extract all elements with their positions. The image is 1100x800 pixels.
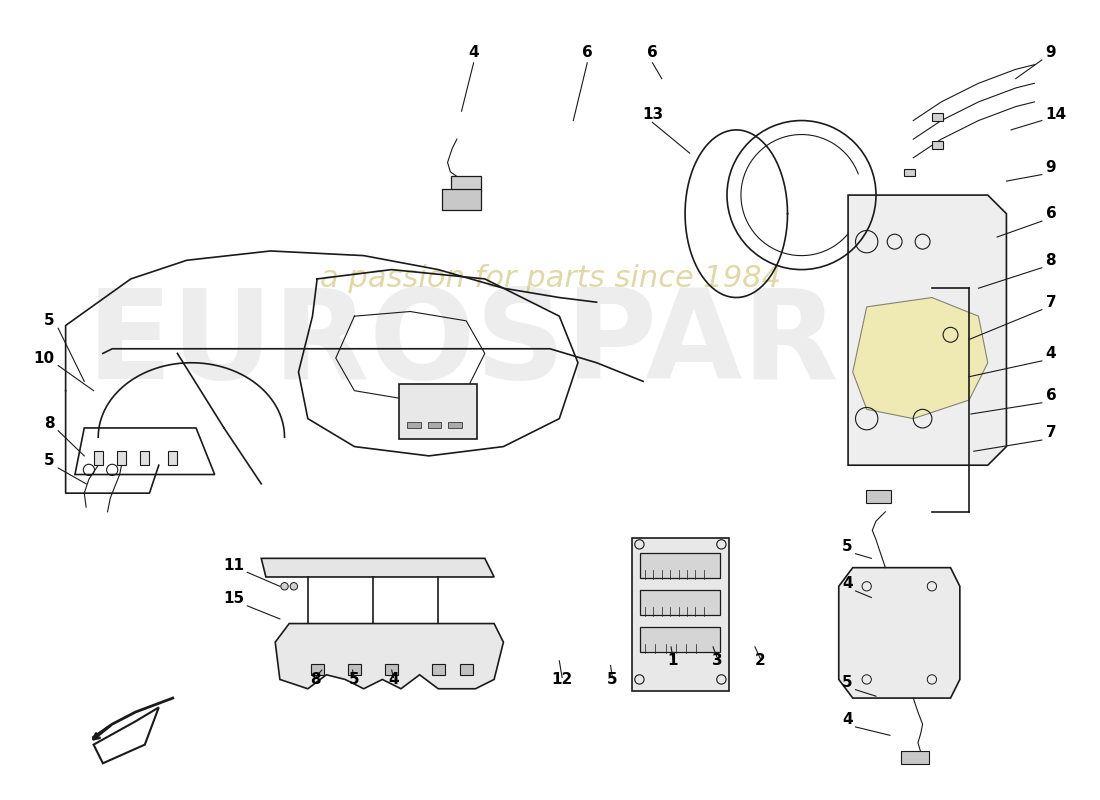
Text: 13: 13 <box>642 106 663 122</box>
FancyBboxPatch shape <box>428 422 441 428</box>
Polygon shape <box>275 623 504 689</box>
FancyBboxPatch shape <box>632 538 729 690</box>
Text: 5: 5 <box>349 672 360 687</box>
Circle shape <box>280 582 288 590</box>
FancyBboxPatch shape <box>348 664 361 674</box>
Text: 3: 3 <box>713 654 723 669</box>
Polygon shape <box>839 568 960 698</box>
Text: 4: 4 <box>469 46 478 60</box>
Text: 9: 9 <box>1045 46 1056 60</box>
FancyBboxPatch shape <box>460 664 473 674</box>
Text: 1: 1 <box>668 654 679 669</box>
Text: 8: 8 <box>1045 253 1056 268</box>
Text: 14: 14 <box>1045 106 1067 122</box>
FancyBboxPatch shape <box>904 169 915 177</box>
Polygon shape <box>852 298 988 418</box>
FancyBboxPatch shape <box>640 553 720 578</box>
Text: 6: 6 <box>1045 388 1056 403</box>
FancyBboxPatch shape <box>451 175 481 191</box>
FancyBboxPatch shape <box>168 451 177 466</box>
FancyBboxPatch shape <box>310 664 323 674</box>
Text: 7: 7 <box>1045 426 1056 440</box>
Text: 8: 8 <box>44 416 55 431</box>
FancyBboxPatch shape <box>431 664 444 674</box>
Text: 10: 10 <box>33 350 55 366</box>
Text: 7: 7 <box>1045 295 1056 310</box>
Text: 5: 5 <box>44 454 55 468</box>
Text: 2: 2 <box>755 654 766 669</box>
Polygon shape <box>94 707 158 763</box>
Text: 4: 4 <box>843 712 852 727</box>
FancyBboxPatch shape <box>449 422 462 428</box>
Text: 4: 4 <box>388 672 399 687</box>
FancyBboxPatch shape <box>640 590 720 615</box>
Text: 8: 8 <box>310 672 320 687</box>
FancyBboxPatch shape <box>399 384 477 439</box>
Text: 5: 5 <box>607 672 618 687</box>
Text: 12: 12 <box>551 672 573 687</box>
Text: 5: 5 <box>843 539 852 554</box>
FancyBboxPatch shape <box>385 664 398 674</box>
FancyBboxPatch shape <box>407 422 420 428</box>
FancyBboxPatch shape <box>640 627 720 653</box>
Text: a passion for parts since 1984: a passion for parts since 1984 <box>319 265 781 294</box>
Polygon shape <box>261 558 494 577</box>
FancyBboxPatch shape <box>442 190 481 210</box>
FancyBboxPatch shape <box>901 751 930 764</box>
Text: 5: 5 <box>843 675 852 690</box>
FancyBboxPatch shape <box>117 451 126 466</box>
Text: 6: 6 <box>647 46 658 60</box>
Circle shape <box>290 582 298 590</box>
FancyBboxPatch shape <box>932 113 943 121</box>
Text: 5: 5 <box>44 314 55 329</box>
Text: 6: 6 <box>1045 206 1056 222</box>
Text: 4: 4 <box>1045 346 1056 361</box>
Text: 15: 15 <box>223 591 244 606</box>
Text: 9: 9 <box>1045 160 1056 174</box>
Text: 11: 11 <box>223 558 244 573</box>
FancyBboxPatch shape <box>140 451 150 466</box>
Text: 6: 6 <box>582 46 593 60</box>
Text: EUROSPARES: EUROSPARES <box>86 284 1014 405</box>
FancyBboxPatch shape <box>94 451 103 466</box>
Polygon shape <box>848 195 1006 466</box>
FancyBboxPatch shape <box>866 490 891 503</box>
FancyBboxPatch shape <box>932 141 943 149</box>
Text: 4: 4 <box>843 576 852 591</box>
